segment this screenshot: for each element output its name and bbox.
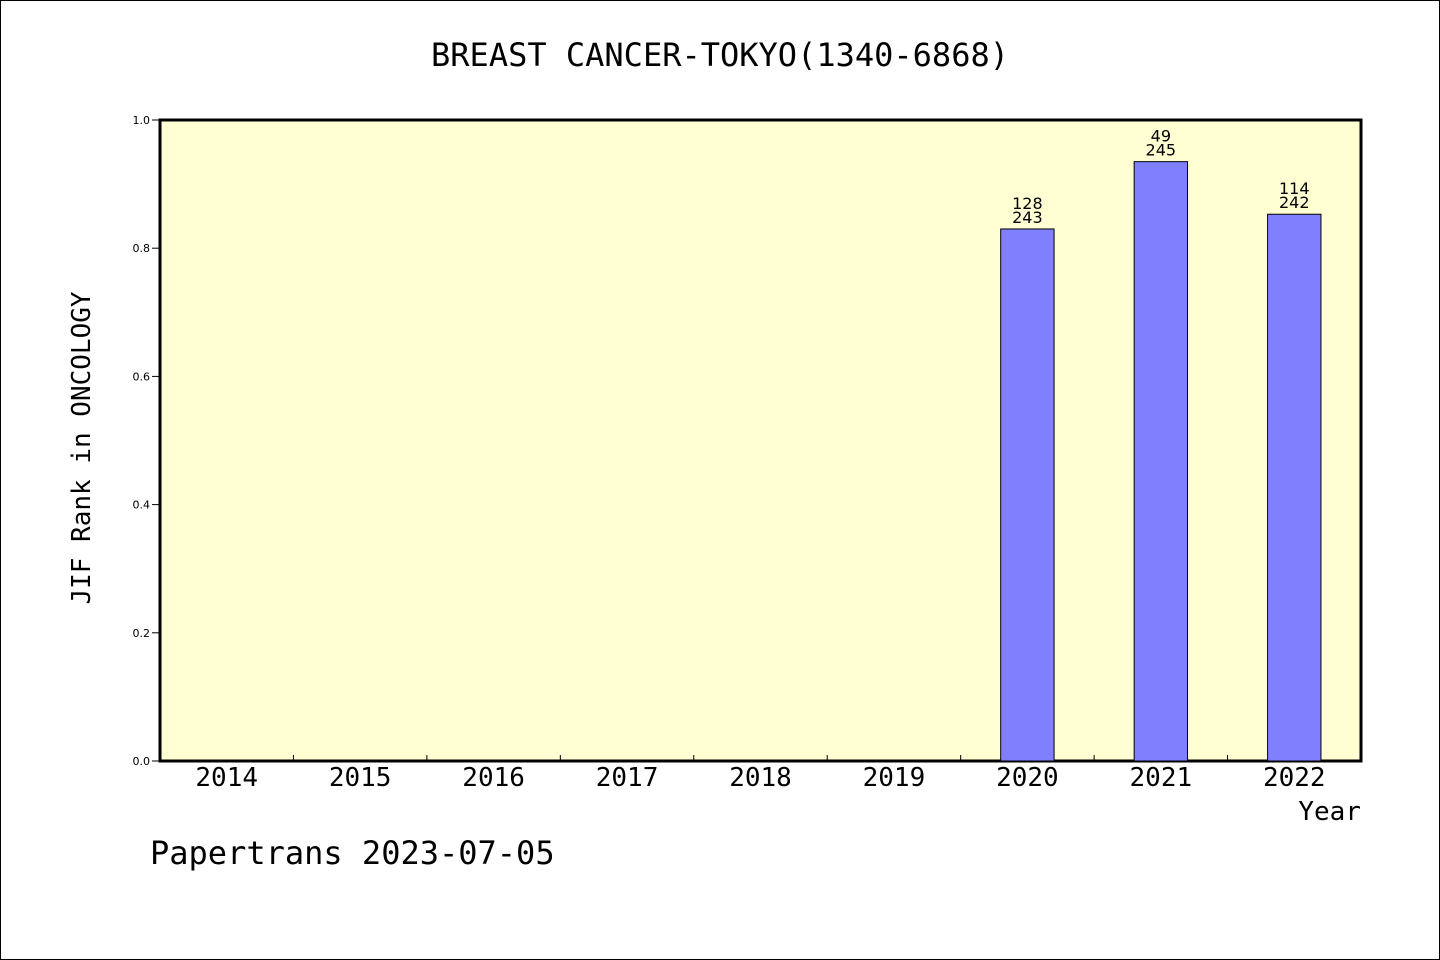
chart-title: BREAST CANCER-TOKYO(1340-6868) — [431, 36, 1009, 74]
bar-2020 — [1000, 228, 1055, 762]
x-tick-label: 2020 — [996, 763, 1059, 793]
bar-2021 — [1133, 161, 1189, 762]
y-tick-label: 0.4 — [133, 499, 151, 512]
y-tick-label: 0.2 — [133, 627, 151, 640]
y-tick-label: 0.0 — [133, 755, 151, 768]
x-tick-label: 2019 — [863, 763, 926, 793]
bar-rank-label: 114 — [1279, 179, 1310, 198]
bar-total-label: 243 — [1012, 208, 1043, 227]
y-axis-label: JIF Rank in ONCOLOGY — [67, 291, 97, 604]
bar-2022 — [1267, 213, 1322, 762]
y-tick-label: 0.8 — [133, 242, 151, 255]
x-tick-label: 2017 — [596, 763, 659, 793]
x-axis-label: Year — [1298, 797, 1361, 827]
bar-total-label: 245 — [1146, 141, 1177, 160]
y-axis: 0.0 0.2 0.4 0.6 0.8 1.0 — [133, 114, 160, 768]
x-tick-label: 2015 — [329, 763, 392, 793]
x-tick-label: 2021 — [1130, 763, 1193, 793]
x-tick-label: 2018 — [729, 763, 792, 793]
bar-total-label: 242 — [1279, 193, 1310, 212]
y-tick-label: 1.0 — [133, 114, 151, 127]
x-axis: 2014 2015 2016 2017 2018 2019 2020 2021 2022 — [195, 755, 1326, 793]
x-tick-label: 2016 — [462, 763, 525, 793]
y-tick-label: 0.6 — [133, 370, 151, 383]
footer-text: Papertrans 2023-07-05 — [150, 834, 555, 872]
x-tick-label: 2022 — [1263, 763, 1326, 793]
bar-rank-label: 128 — [1012, 194, 1043, 213]
x-tick-label: 2014 — [195, 763, 258, 793]
bars-group — [1000, 161, 1322, 762]
bar-rank-label: 49 — [1151, 127, 1171, 146]
